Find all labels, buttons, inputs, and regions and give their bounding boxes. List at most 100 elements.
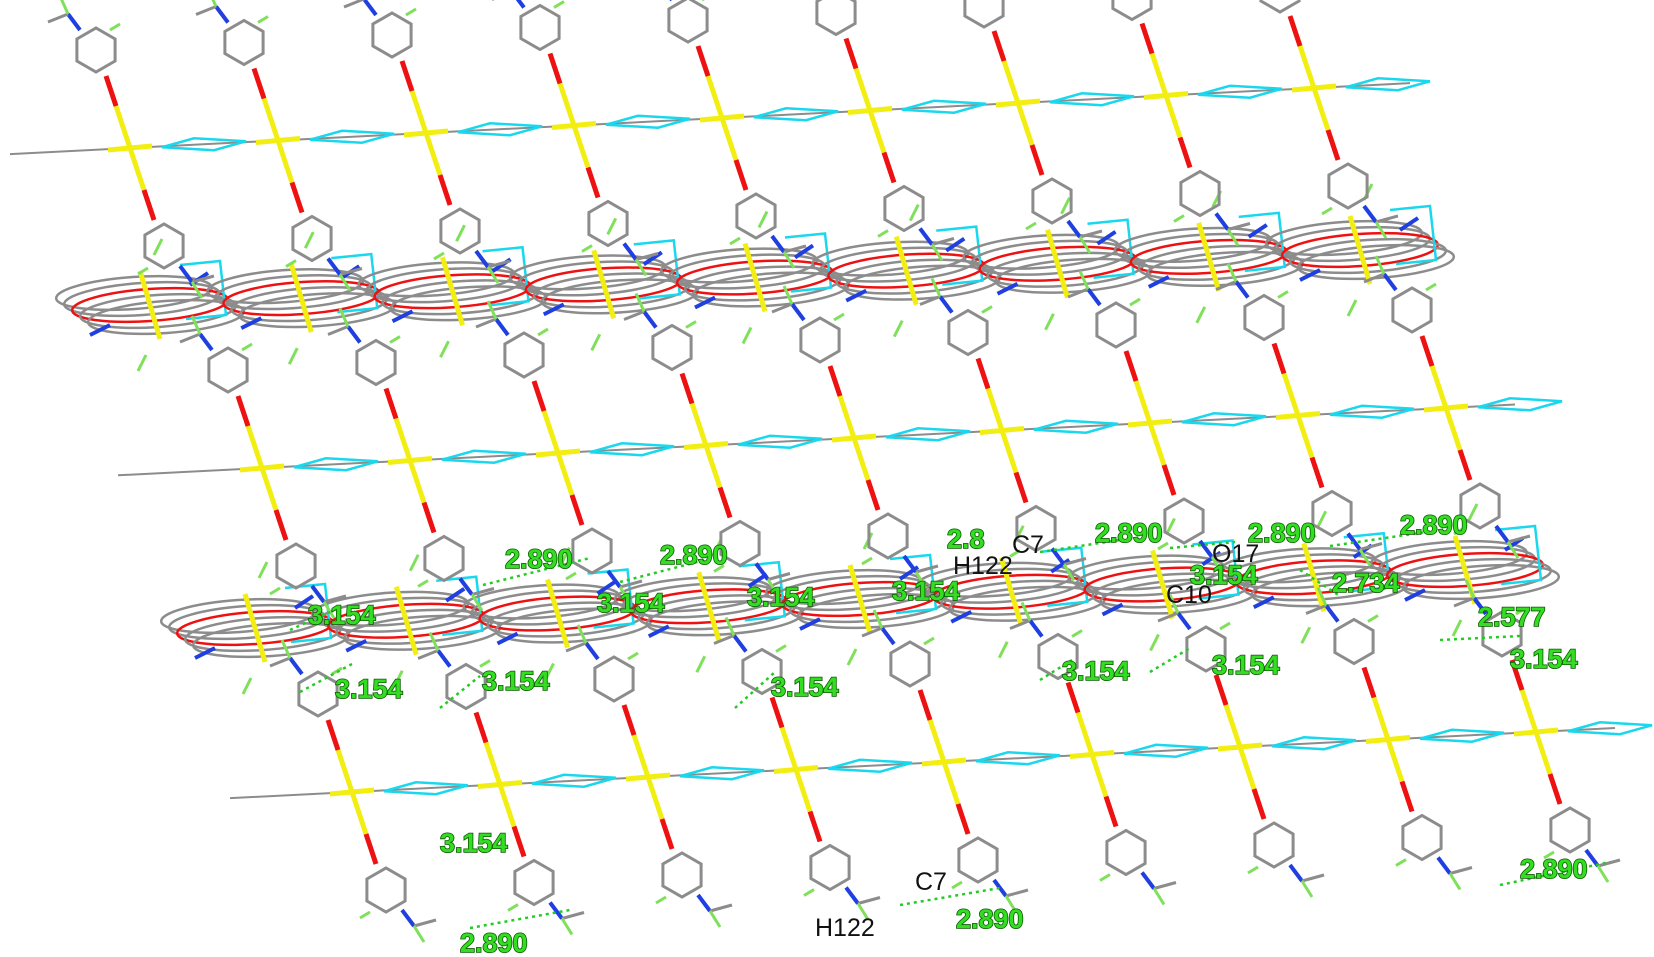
methyl-bond	[1449, 866, 1473, 875]
anion-link	[1033, 419, 1119, 435]
hydrogen-bond-stub	[1300, 880, 1314, 898]
anion-link	[827, 758, 913, 774]
methyl-bond	[635, 252, 659, 261]
metal-axis	[329, 787, 375, 797]
methyl-bond	[1215, 280, 1237, 291]
stacked-hydrogen	[136, 354, 148, 372]
hydrogen-bond-stub	[634, 292, 646, 313]
stacked-hydrogen	[439, 340, 450, 358]
phenyl-ring	[867, 512, 909, 560]
oxygen-bond	[531, 380, 547, 412]
methyl-bond	[269, 656, 291, 668]
distance-label: 3.154	[892, 576, 960, 606]
metal-oxygen-bond	[631, 734, 651, 778]
hydrogen-bond-stub	[708, 910, 722, 928]
methyl-bond	[619, 579, 643, 589]
anion-link	[605, 114, 691, 130]
stacked-anion-link	[633, 239, 682, 300]
stacked-nitrogen	[445, 587, 466, 603]
stacked-anion-link	[936, 225, 984, 286]
metal-oxygen-bond	[349, 791, 369, 835]
hydrogen-bond-stub	[1358, 548, 1372, 567]
phenyl-ring	[355, 338, 397, 387]
stacked-hydrogen	[1060, 197, 1071, 215]
methyl-bond	[783, 244, 807, 254]
phenyl-ring	[1401, 813, 1443, 862]
metal-axis	[1069, 750, 1115, 759]
stacked-hydrogen	[560, 546, 571, 565]
complex-unit	[919, 277, 1087, 582]
nitrogen-bond	[1028, 619, 1044, 638]
stacked-nitrogen	[793, 243, 815, 260]
metal-axis	[255, 136, 301, 145]
metal-axis	[551, 121, 597, 130]
metal-oxygen-bond	[571, 124, 591, 169]
stacked-metal-axis	[893, 235, 919, 306]
stacked-metal-axis	[696, 571, 722, 641]
anion-link	[293, 456, 379, 472]
methyl-bond	[919, 295, 941, 306]
metal-axis	[847, 106, 893, 115]
metal-axis	[921, 757, 967, 767]
oxygen-bond	[733, 159, 749, 191]
metal-axis	[773, 765, 819, 774]
hydrogen-bond-stub	[1004, 895, 1018, 913]
hydrogen-bond-contacts	[289, 528, 1611, 930]
nitrogen-bond	[992, 878, 1008, 898]
stacked-hydrogen	[1467, 503, 1479, 521]
stacked-nitrogen	[1398, 216, 1420, 232]
hydrogen-bond-stub	[470, 593, 484, 612]
complex-unit	[861, 609, 1029, 913]
phenyl-ring	[291, 214, 333, 263]
hydrogen-bond-stub	[211, 0, 218, 8]
oxygen-bond	[1509, 659, 1525, 691]
methyl-bond	[1067, 287, 1089, 299]
phenyl-ring	[1015, 504, 1057, 553]
stacked-metal-axis	[591, 249, 617, 320]
metal-oxygen-bond	[393, 417, 413, 462]
methyl-bond	[487, 259, 511, 269]
metal-axis	[1513, 727, 1559, 737]
stacked-nitrogen	[345, 638, 368, 653]
complex-unit	[815, 0, 955, 262]
oxygen-bond	[473, 711, 489, 744]
complex-unit	[343, 0, 511, 284]
complex-unit	[492, 0, 659, 277]
nitrogen-bond	[584, 641, 600, 661]
stacked-hydrogen	[287, 347, 299, 365]
hydrogen-bond-stub	[581, 244, 593, 253]
metal-oxygen-bond	[1237, 746, 1257, 790]
complex-unit	[1305, 586, 1473, 891]
stacked-nitrogen	[89, 323, 111, 337]
oxygen-bond	[843, 37, 859, 70]
methyl-bond	[1363, 272, 1385, 284]
nitrogen-bond	[458, 577, 474, 596]
methyl-bond	[623, 310, 645, 321]
stacked-nitrogen	[694, 295, 716, 310]
oxygen-bond	[421, 501, 437, 534]
methyl-bond	[323, 594, 347, 604]
hydrogen-bond-stub	[1226, 228, 1240, 247]
anion-link	[1181, 411, 1267, 427]
anion-link	[901, 99, 987, 115]
methyl-bond	[861, 626, 883, 638]
metal-oxygen-bond	[423, 132, 443, 176]
hydrogen-bond-stub	[428, 631, 440, 652]
metal-oxygen-bond	[689, 402, 709, 447]
contact-line	[289, 610, 331, 632]
stacked-metal-axis	[1301, 542, 1327, 612]
distance-label: 2.8	[947, 524, 985, 554]
labels: 2.890 2.890 2.8 2.890 2.890 2.890 3.154 …	[307, 509, 1588, 957]
stacked-ring-pair	[1401, 563, 1561, 601]
hydrogen-bond-stub	[1219, 621, 1231, 631]
methyl-bond	[195, 5, 217, 16]
hydrogen-bond-stub	[856, 902, 870, 921]
phenyl-ring	[571, 527, 613, 575]
complex-unit	[269, 639, 437, 943]
hydrogen-bond-stub	[634, 258, 648, 277]
phenyl-ring	[423, 534, 465, 583]
anion-link	[1329, 404, 1415, 420]
metal-oxygen-bond	[127, 147, 147, 191]
stacked-hydrogen	[1316, 510, 1328, 528]
atom-label: H122	[953, 552, 1013, 580]
